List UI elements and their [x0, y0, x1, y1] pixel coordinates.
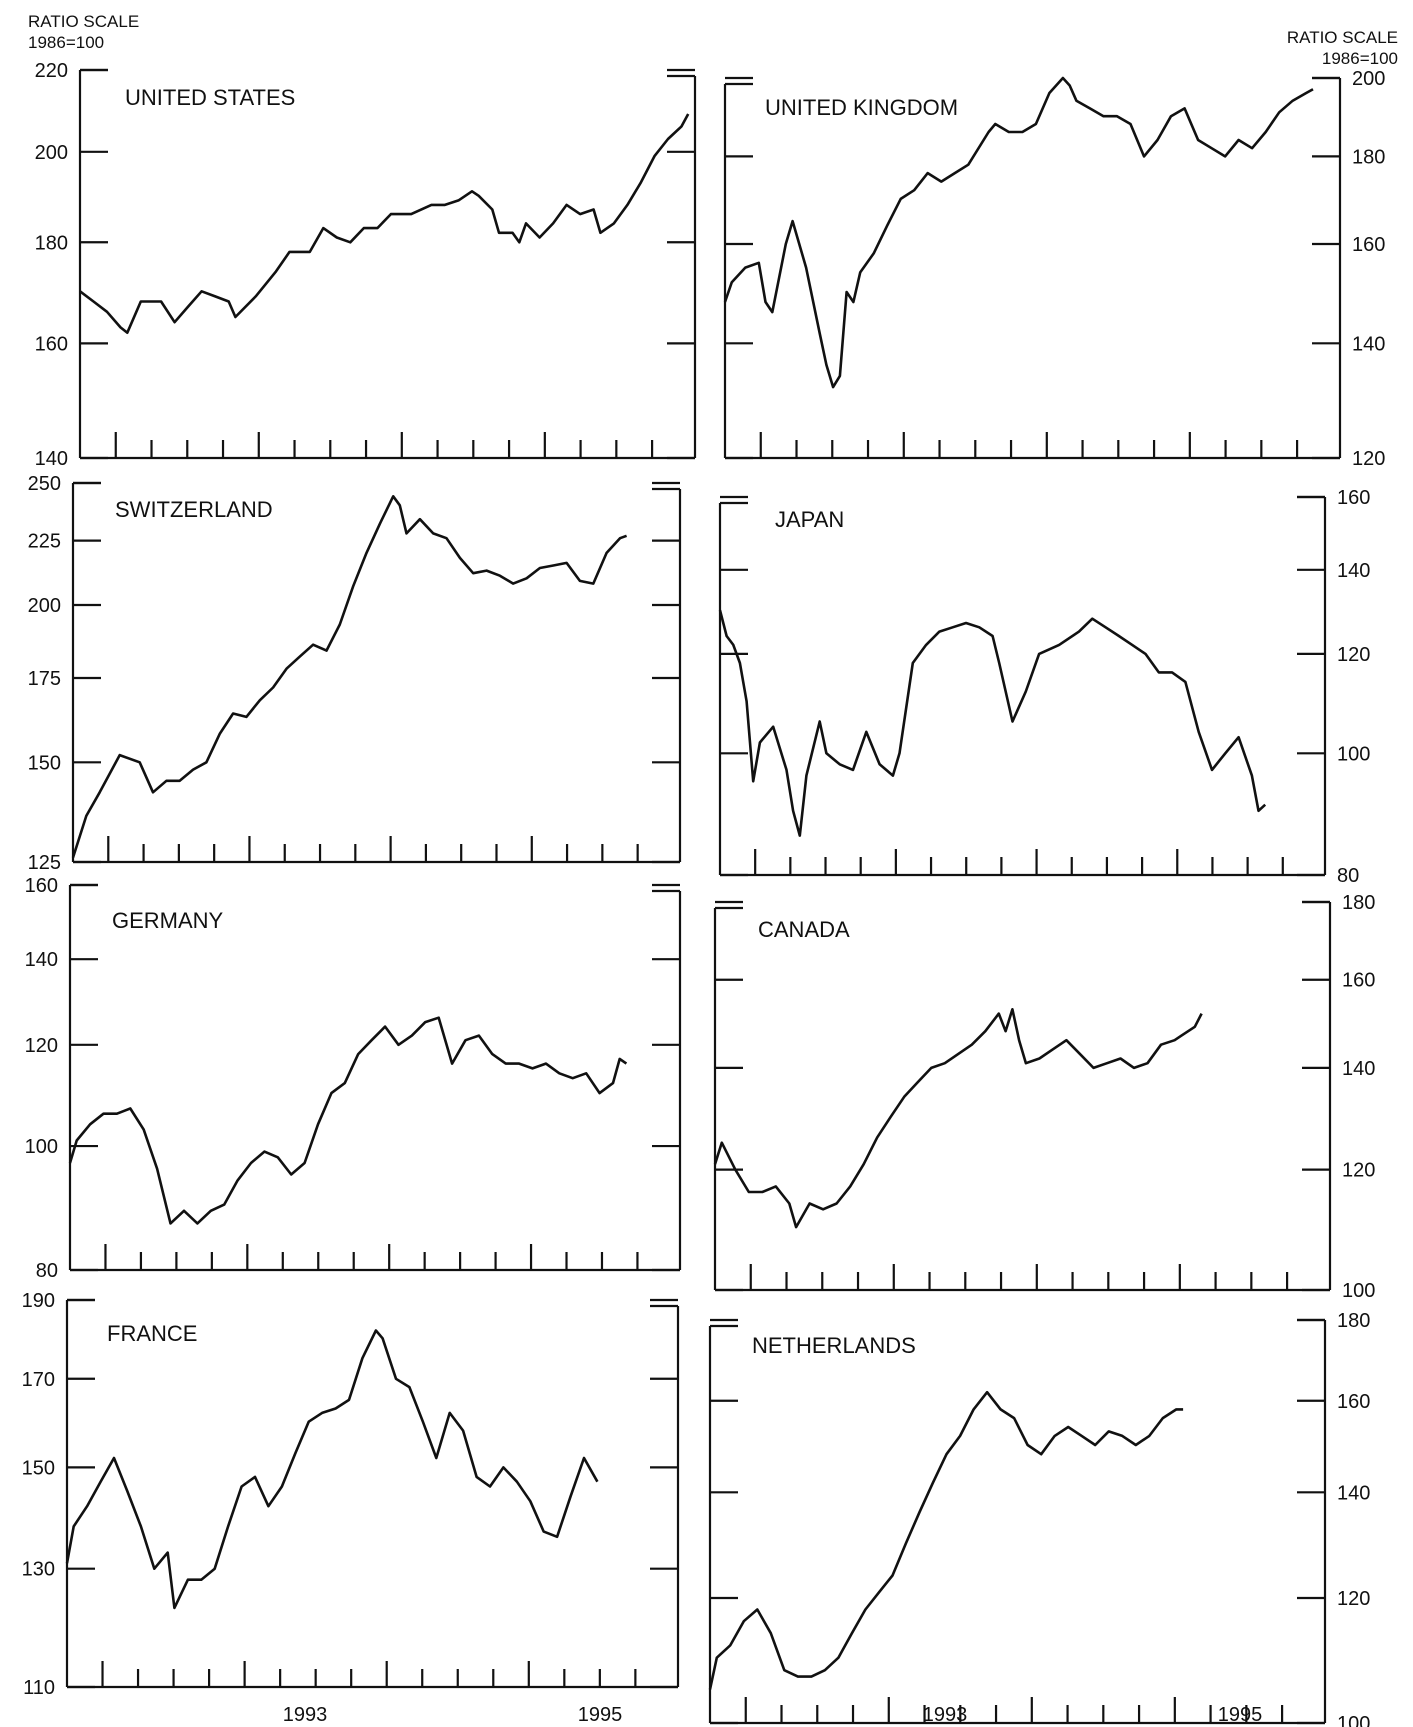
right-x-label-1995: 1995 — [1218, 1704, 1263, 1726]
y-tick-label: 180 — [35, 232, 68, 254]
panel-japan: 80 100 120 140 160 JAPAN — [718, 487, 1370, 887]
y-tick-label: 160 — [25, 875, 58, 897]
right-ratio-scale-label: RATIO SCALE — [1287, 28, 1398, 47]
y-tick-label: 140 — [1337, 560, 1370, 582]
y-tick-label: 200 — [1352, 68, 1385, 90]
series-line — [723, 76, 1314, 389]
y-tick-label: 250 — [28, 473, 61, 495]
panel-canada: 100 120 140 160 180 CANADA — [713, 892, 1375, 1302]
y-tick-label: 120 — [25, 1035, 58, 1057]
y-tick-label: 100 — [1337, 1713, 1370, 1727]
y-tick-label: 180 — [1352, 146, 1385, 168]
y-tick-label: 190 — [22, 1290, 55, 1312]
y-tick-label: 120 — [1352, 448, 1385, 470]
y-tick-label: 80 — [1337, 865, 1359, 887]
y-tick-label: 125 — [28, 852, 61, 874]
y-tick-label: 100 — [1342, 1280, 1375, 1302]
y-tick-label: 180 — [1342, 892, 1375, 914]
panel-title: SWITZERLAND — [115, 497, 273, 522]
y-tick-label: 160 — [35, 333, 68, 355]
y-tick-label: 170 — [22, 1369, 55, 1391]
panel-title: FRANCE — [107, 1321, 197, 1346]
series-line — [71, 495, 628, 858]
y-tick-label: 140 — [1342, 1058, 1375, 1080]
left-x-label-1995: 1995 — [578, 1704, 623, 1726]
y-tick-label: 120 — [1337, 1588, 1370, 1610]
y-tick-label: 150 — [28, 752, 61, 774]
panel-title: UNITED STATES — [125, 85, 295, 110]
right-x-label-1993: 1993 — [923, 1704, 968, 1726]
panel-germany: 80 100 120 140 160 GERMANY — [25, 875, 682, 1282]
y-tick-label: 140 — [35, 448, 68, 470]
y-tick-label: 120 — [1337, 644, 1370, 666]
x-axis-labels: 1993 1995 1993 1995 — [283, 1704, 1263, 1726]
right-base-year-label: 1986=100 — [1322, 49, 1398, 68]
left-base-year-label: 1986=100 — [28, 33, 104, 52]
right-header: RATIO SCALE 1986=100 — [1287, 28, 1398, 68]
panel-title: GERMANY — [112, 908, 224, 933]
panel-title: CANADA — [758, 917, 850, 942]
series-line — [79, 113, 690, 334]
series-line — [718, 609, 1267, 837]
series-line — [708, 1390, 1184, 1690]
y-tick-label: 220 — [35, 60, 68, 82]
series-line — [68, 1016, 628, 1225]
y-tick-label: 80 — [36, 1260, 58, 1282]
y-tick-label: 225 — [28, 531, 61, 553]
y-tick-label: 150 — [22, 1457, 55, 1479]
series-line — [65, 1329, 599, 1610]
y-tick-label: 160 — [1352, 234, 1385, 256]
y-tick-label: 100 — [1337, 743, 1370, 765]
left-header: RATIO SCALE 1986=100 — [28, 12, 139, 52]
series-line — [713, 1008, 1203, 1229]
y-tick-label: 110 — [23, 1677, 55, 1699]
y-tick-label: 180 — [1337, 1310, 1370, 1332]
y-tick-label: 140 — [1337, 1482, 1370, 1504]
panel-france: 110 130 150 170 190 FRANCE — [22, 1290, 680, 1699]
y-tick-label: 140 — [1352, 333, 1385, 355]
panel-title: JAPAN — [775, 507, 844, 532]
y-tick-label: 200 — [35, 142, 68, 164]
panel-title: UNITED KINGDOM — [765, 95, 958, 120]
panel-united-states: 140 160 180 200 220 UNITED STATES — [35, 60, 697, 470]
left-x-label-1993: 1993 — [283, 1704, 328, 1726]
y-tick-label: 120 — [1342, 1160, 1375, 1182]
y-tick-label: 130 — [22, 1559, 55, 1581]
y-tick-label: 175 — [28, 668, 61, 690]
panel-title: NETHERLANDS — [752, 1333, 916, 1358]
panel-switzerland: 125 150 175 200 225 250 SWITZERLAND — [28, 473, 682, 874]
left-ratio-scale-label: RATIO SCALE — [28, 12, 139, 31]
y-tick-label: 160 — [1342, 970, 1375, 992]
y-tick-label: 200 — [28, 595, 61, 617]
panel-netherlands: 100 120 140 160 180 NETHERLANDS — [708, 1310, 1370, 1727]
y-tick-label: 100 — [25, 1136, 58, 1158]
panel-united-kingdom: 120 140 160 180 200 UNITED KINGDOM — [723, 68, 1385, 470]
y-tick-label: 140 — [25, 949, 58, 971]
y-tick-label: 160 — [1337, 487, 1370, 509]
y-tick-label: 160 — [1337, 1391, 1370, 1413]
chart-panels: 140 160 180 200 220 UNITED STATES 120 140 160 180… — [22, 60, 1386, 1727]
